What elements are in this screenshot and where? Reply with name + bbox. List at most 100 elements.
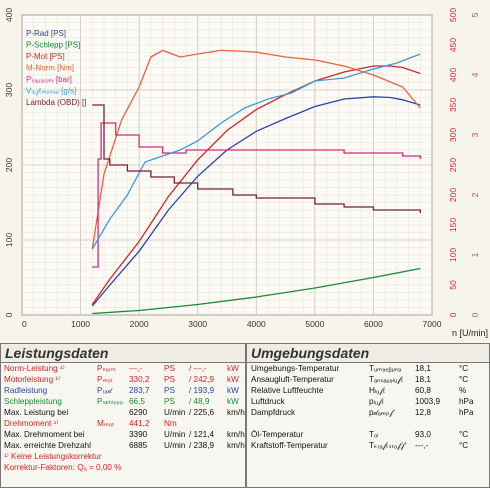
- legend-item: M-Norm [Nm]: [26, 64, 74, 73]
- y-right-tick-label: 0: [448, 312, 458, 317]
- leistungsdaten-row: Motorleistung ¹⁾ Pₘₒₜ 330,2 PS / 242,9 kW: [1, 374, 245, 385]
- row-value: 18,1: [415, 375, 431, 384]
- umgebungsdaten-row: Umgebungs-Temperatur Tᵤₘ₉ₑᵦᵤₙ₉ 18,1 °C: [247, 363, 489, 374]
- row-unit-1: U/min: [164, 408, 186, 417]
- row-unit: °C: [459, 364, 469, 373]
- row-value-1: 283,7: [129, 386, 150, 395]
- row-label: Relative Luftfeuchte: [251, 386, 324, 395]
- row-label: Schleppleistung: [4, 397, 62, 406]
- y-right2-tick-label: 3: [470, 132, 480, 137]
- grid-lines: [21, 14, 433, 316]
- leistungsdaten-row: Max. Leistung bei 6290 U/min/ 225,6 km/h: [1, 407, 245, 418]
- series-line-5: [91, 53, 421, 250]
- umgebungsdaten-row: Dampfdruck p𝒹ₐₘₚ𝒻 12,8 hPa: [247, 407, 489, 418]
- x-tick-label: 5000: [305, 319, 324, 329]
- umgebungsdaten-row: Kraftstoff-Temperatur Tₖᵣₐ𝒻ₜₛₜₒ𝒻𝒻 ---,- °C: [247, 440, 489, 451]
- series-lines: [91, 49, 421, 315]
- row-value-2: / 238,9: [189, 441, 215, 450]
- row-value-2: / 48,9: [189, 397, 210, 406]
- legend-item: P-Schlepp [PS]: [26, 41, 80, 50]
- y-right2-tick-label: 1: [470, 252, 480, 257]
- y-right-tick-label: 100: [448, 248, 458, 262]
- footnote-2-text: Korrektur-Faktoren: Qₐ = 0,00 %: [4, 463, 122, 472]
- y-right2-tick-label: 4: [470, 72, 480, 77]
- y-right2-tick-label: 2: [470, 192, 480, 197]
- y-left-tick-label: 100: [4, 233, 14, 247]
- footnote-2: Korrektur-Faktoren: Qₐ = 0,00 %: [1, 462, 245, 473]
- row-unit-2: kW: [227, 364, 239, 373]
- umgebungsdaten-row: Relative Luftfeuchte Hₗᵤ𝒻ₜ 60,8%: [247, 385, 489, 396]
- leistungsdaten-row: Norm-Leistung ¹⁾ Pₙₒᵣₘ ---,- PS / ---,- kW: [1, 363, 245, 374]
- row-value: 1003,9: [415, 397, 441, 406]
- row-value-1: 3390: [129, 430, 148, 439]
- row-unit: %: [459, 386, 467, 395]
- row-label: Öl-Temperatur: [251, 430, 304, 439]
- x-tick-label: 6000: [364, 319, 383, 329]
- row-value-2: / 121,4: [189, 430, 215, 439]
- row-symbol: pₗᵤ𝒻ₜ: [369, 397, 385, 406]
- legend-item: P-Mot [PS]: [26, 52, 65, 61]
- y-left-tick-label: 300: [4, 83, 14, 97]
- row-symbol: Pₘₒₜ: [97, 375, 114, 384]
- row-value: 93,0: [415, 430, 431, 439]
- series-line-6: [92, 104, 421, 213]
- leistungsdaten-row: Max. Drehmoment bei 3390 U/min/ 121,4 km/h: [1, 429, 245, 440]
- leistungsdaten-row: Radleistung Pᵣₐ𝒹 283,7 PS / 193,9 kW: [1, 385, 245, 396]
- y-right-tick-label: 500: [448, 8, 458, 22]
- leistungsdaten-row: Schleppleistung Pₛ𝒸ₕₗₑₚₚ 66,5 PS / 48,9 kW: [1, 396, 245, 407]
- x-tick-label: 2000: [130, 319, 149, 329]
- y-left-tick-label: 200: [4, 158, 14, 172]
- legend-item: Lambda (OBD) []: [26, 98, 86, 107]
- row-symbol: Pᵣₐ𝒹: [97, 386, 112, 395]
- row-unit-2: kW: [227, 386, 239, 395]
- y-right-tick-label: 250: [448, 158, 458, 172]
- umgebungsdaten-row: Öl-Temperatur Tₒₗ 93,0 °C: [247, 429, 489, 440]
- y-right-tick-label: 350: [448, 98, 458, 112]
- row-label: Umgebungs-Temperatur: [251, 364, 340, 373]
- row-value-1: 6290: [129, 408, 148, 417]
- x-tick-label: 1000: [71, 319, 90, 329]
- row-symbol: p𝒹ₐₘₚ𝒻: [369, 408, 393, 417]
- legend: P-Rad [PS] P-Schlepp [PS] P-Mot [PS] M-Norm…: [26, 29, 86, 107]
- row-value-1: 441,2: [129, 419, 150, 428]
- row-value-1: 6885: [129, 441, 148, 450]
- row-label: Motorleistung ¹⁾: [4, 375, 61, 384]
- row-unit-2: kW: [227, 397, 239, 406]
- row-unit: hPa: [459, 408, 474, 417]
- x-tick-label: 3000: [188, 319, 207, 329]
- row-unit-1: Nm: [164, 419, 177, 428]
- series-line-1: [92, 267, 421, 315]
- row-value: 12,8: [415, 408, 431, 417]
- umgebungsdaten-row: Ansaugluft-Temperatur Tₐₙₛₐᵤ₉ₗᵤ𝒻ₜ 18,1 °C: [247, 374, 489, 385]
- row-symbol: Pₛ𝒸ₕₗₑₚₚ: [97, 397, 124, 406]
- y-right-tick-label: 150: [448, 218, 458, 232]
- umgebungsdaten-panel: Umgebungsdaten Umgebungs-Temperatur Tᵤₘ₉ₑ…: [246, 343, 490, 488]
- y-right2-tick-label: 0: [470, 312, 480, 317]
- y-right2-tick-label: 5: [470, 12, 480, 17]
- row-unit-2: km/h: [227, 408, 245, 417]
- row-value-2: / 225,6: [189, 408, 215, 417]
- row-symbol: Tₐₙₛₐᵤ₉ₗᵤ𝒻ₜ: [369, 375, 404, 384]
- row-unit: °C: [459, 430, 469, 439]
- row-unit-1: PS: [164, 375, 175, 384]
- row-unit-1: U/min: [164, 430, 186, 439]
- x-tick-label: 7000: [423, 319, 442, 329]
- y-right-tick-label: 450: [448, 38, 458, 52]
- row-value-2: / 193,9: [189, 386, 215, 395]
- row-label: Norm-Leistung ¹⁾: [4, 364, 65, 373]
- row-value: ---,-: [415, 441, 429, 450]
- x-tick-label: 4000: [247, 319, 266, 329]
- row-symbol: Tₖᵣₐ𝒻ₜₛₜₒ𝒻𝒻: [369, 441, 405, 450]
- y-right-tick-label: 200: [448, 188, 458, 202]
- umgebungsdaten-row: Luftdruck pₗᵤ𝒻ₜ 1003,9 hPa: [247, 396, 489, 407]
- legend-item: Pₛₐᵤ₉ᵣₒₕᵣ [bar]: [26, 75, 72, 84]
- leistungsdaten-row: Max. erreichte Drehzahl 6885 U/min/ 238,9 k…: [1, 440, 245, 451]
- row-unit-1: PS: [164, 364, 175, 373]
- row-symbol: Tₒₗ: [369, 430, 379, 439]
- row-label: Max. Drehmoment bei: [4, 430, 85, 439]
- legend-item: P-Rad [PS]: [26, 29, 66, 38]
- series-line-3: [91, 49, 421, 250]
- row-label: Drehmoment ¹⁾: [4, 419, 59, 428]
- row-label: Radleistung: [4, 386, 48, 395]
- row-unit: hPa: [459, 397, 474, 406]
